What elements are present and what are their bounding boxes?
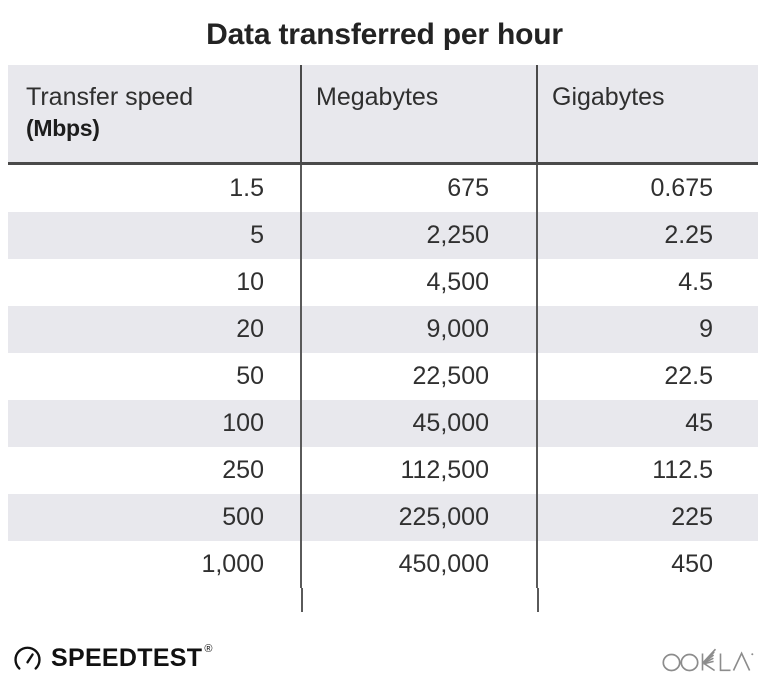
cell-transfer-speed: 50 (236, 361, 264, 390)
cell-megabytes: 45,000 (300, 399, 537, 447)
column-header-transfer-speed-label: Transfer speed (26, 83, 194, 111)
column-divider-1-tail (301, 587, 303, 612)
table-row: 100 45,000 45 (8, 399, 758, 447)
cell-megabytes: 4,500 (300, 258, 537, 306)
cell-gigabytes: 9 (536, 305, 758, 353)
cell-transfer-speed: 1.5 (229, 173, 264, 202)
cell-megabytes: 450,000 (300, 540, 537, 588)
table-row: 500 225,000 225 (8, 493, 758, 541)
table-row: 20 9,000 9 (8, 305, 758, 353)
cell-transfer-speed: 5 (250, 220, 264, 249)
footer: SPEEDTEST ® (0, 626, 769, 698)
ookla-logo (661, 644, 757, 674)
cell-transfer-speed: 500 (222, 502, 264, 531)
speed-gauge-icon (13, 644, 42, 673)
table-row: 50 22,500 22.5 (8, 352, 758, 400)
cell-transfer-speed: 20 (236, 314, 264, 343)
column-header-gigabytes: Gigabytes (536, 65, 758, 165)
cell-gigabytes: 112.5 (536, 446, 758, 494)
speedtest-logo: SPEEDTEST ® (13, 642, 212, 674)
column-header-gigabytes-label: Gigabytes (552, 83, 665, 111)
cell-gigabytes: 0.675 (536, 163, 758, 212)
cell-gigabytes: 2.25 (536, 211, 758, 259)
table-header-row: Transfer speed (Mbps) Megabytes Gigabyte… (8, 65, 758, 165)
data-table-container: Transfer speed (Mbps) Megabytes Gigabyte… (8, 65, 758, 612)
cell-megabytes: 22,500 (300, 352, 537, 400)
table-row: 1,000 450,000 450 (8, 540, 758, 588)
table-body: 1.5 675 0.675 5 2,250 2.25 10 4,500 4.5 20 9,000 9 5… (8, 163, 758, 588)
cell-megabytes: 225,000 (300, 493, 537, 541)
cell-gigabytes: 22.5 (536, 352, 758, 400)
table-row: 5 2,250 2.25 (8, 211, 758, 259)
cell-megabytes: 112,500 (300, 446, 537, 494)
table-row: 1.5 675 0.675 (8, 163, 758, 212)
cell-megabytes: 2,250 (300, 211, 537, 259)
cell-transfer-speed: 1,000 (201, 549, 264, 578)
column-header-transfer-speed-unit: (Mbps) (26, 115, 100, 141)
data-table: Transfer speed (Mbps) Megabytes Gigabyte… (8, 65, 758, 588)
column-divider-2-tail (537, 587, 539, 612)
cell-transfer-speed: 100 (222, 408, 264, 437)
column-divider-tails (8, 587, 758, 612)
cell-transfer-speed: 10 (236, 267, 264, 296)
column-header-megabytes: Megabytes (300, 65, 537, 165)
column-header-transfer-speed: Transfer speed (Mbps) (8, 65, 301, 165)
speedtest-wordmark: SPEEDTEST (51, 643, 203, 672)
cell-gigabytes: 45 (536, 399, 758, 447)
cell-transfer-speed: 250 (222, 455, 264, 484)
cell-gigabytes: 4.5 (536, 258, 758, 306)
cell-megabytes: 675 (300, 163, 537, 212)
cell-megabytes: 9,000 (300, 305, 537, 353)
page-title: Data transferred per hour (206, 18, 563, 51)
speedtest-trademark: ® (204, 643, 213, 655)
cell-gigabytes: 450 (536, 540, 758, 588)
table-header: Transfer speed (Mbps) Megabytes Gigabyte… (8, 65, 758, 165)
table-row: 250 112,500 112.5 (8, 446, 758, 494)
cell-gigabytes: 225 (536, 493, 758, 541)
column-header-megabytes-label: Megabytes (316, 83, 439, 111)
table-row: 10 4,500 4.5 (8, 258, 758, 306)
